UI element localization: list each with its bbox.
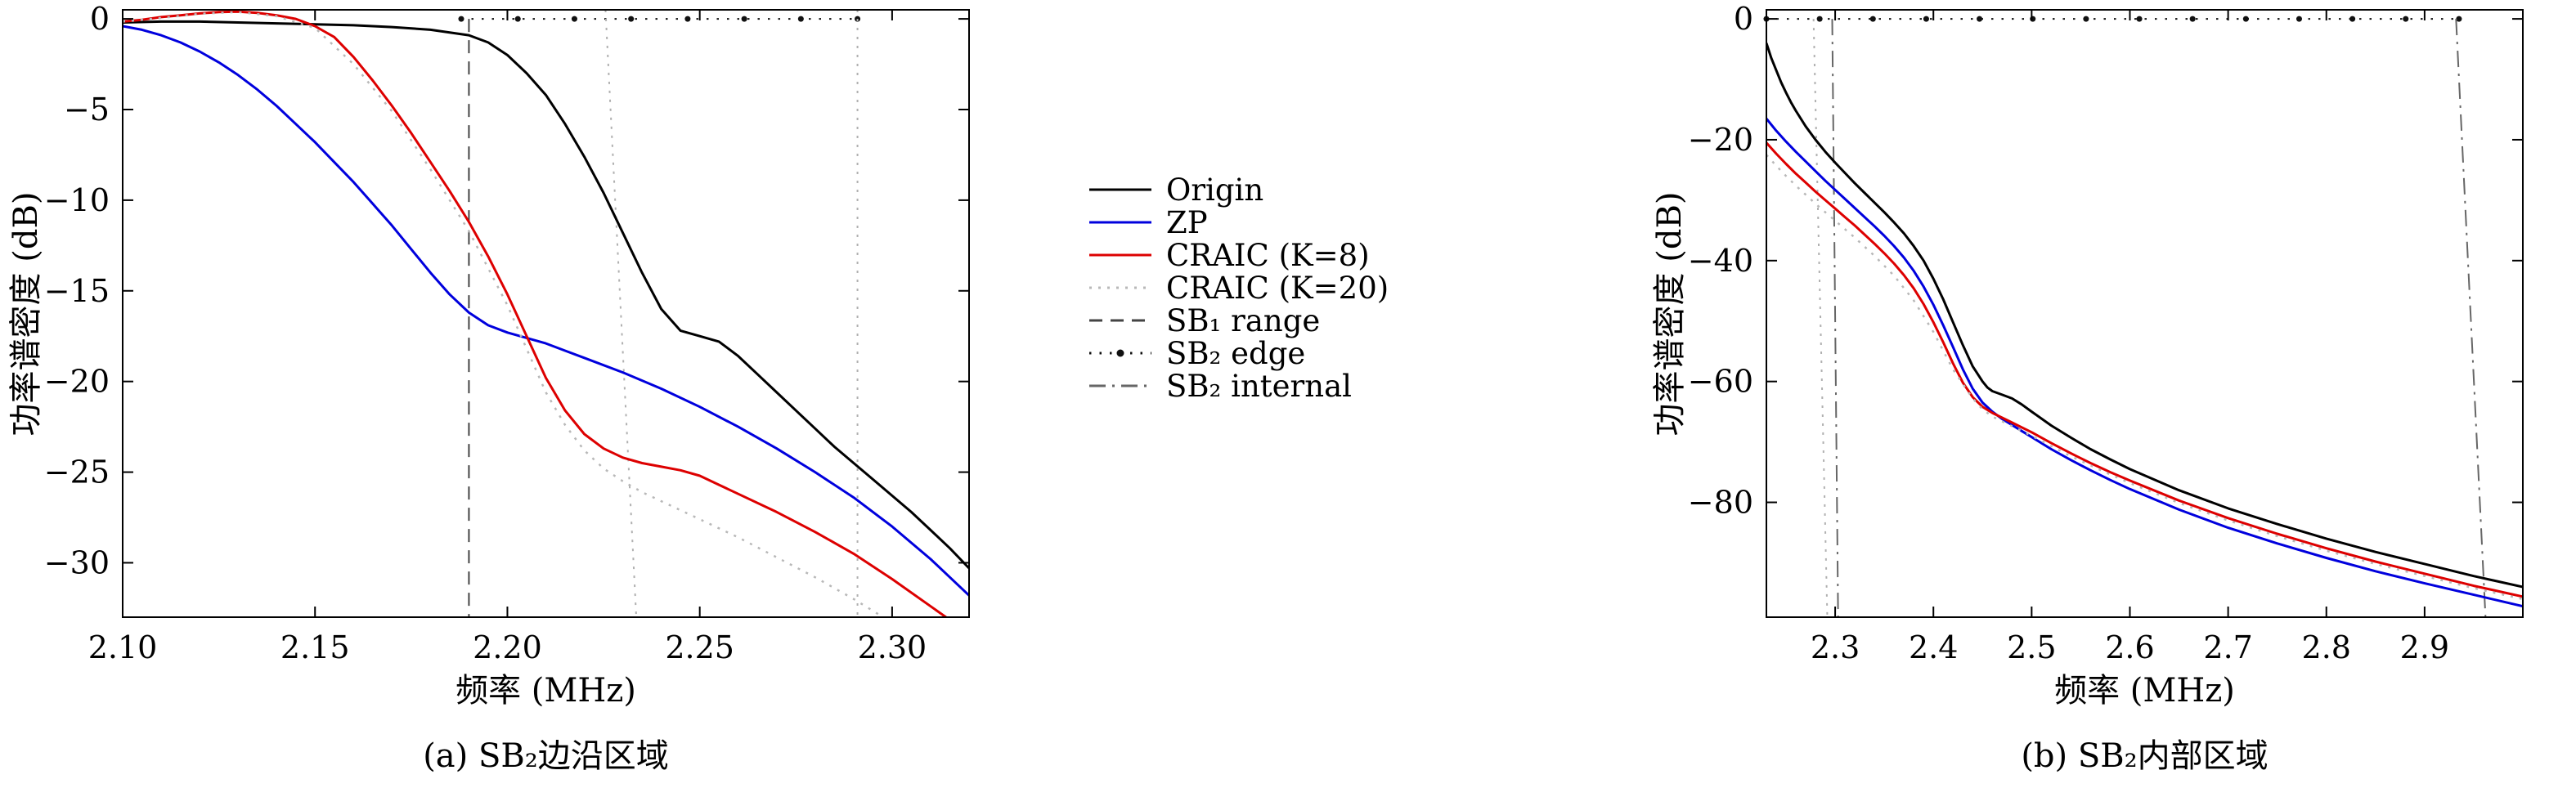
ref-line-marker [514,16,521,22]
ref-line [1831,19,1839,617]
legend-label: ZP [1166,204,1208,240]
legend-item-4: SB₁ range [1088,302,1611,338]
series-Origin [123,20,969,570]
ref-line-marker [2296,16,2302,22]
chart-a-canvas: 2.10 2.15 2.20 2.25 2.30 0 −5 −10 −15 −20 −25 −30 [44,1,970,664]
legend-line-sample [1089,384,1151,387]
x-tick-label: 2.15 [280,629,350,664]
x-axis-label-b: 频率 (MHz) [2054,672,2235,710]
legend-item-3: CRAIC (K=20) [1088,270,1611,306]
legend-label: SB₂ internal [1166,368,1352,404]
series-CRAIC (K=8) [123,10,949,617]
ref-line-marker [2030,16,2036,22]
legend-line-sample [1089,188,1151,191]
legend-item-6: SB₂ internal [1088,368,1611,404]
subplot-a: 2.10 2.15 2.20 2.25 2.30 0 −5 −10 −15 −20 −25 −30 功… [0,0,1030,806]
ref-line-marker [2349,16,2356,22]
legend-label: Origin [1166,172,1264,208]
chart-b-canvas: 2.3 2.4 2.5 2.6 2.7 2.8 2.9 0 −20 −40 −60 −80 [1688,1,2524,664]
y-tick-label: −10 [44,182,110,218]
x-tick-label: 2.10 [88,629,158,664]
y-tick-label: −30 [44,544,110,580]
plot-frame [1766,9,2524,618]
x-tick-label: 2.20 [473,629,542,664]
ref-line-marker [571,16,577,22]
ref-line-marker [2136,16,2143,22]
ref-line-marker [1816,16,1823,22]
legend-item-5: SB₂ edge [1088,335,1611,371]
legend-label: CRAIC (K=8) [1166,237,1370,273]
ref-line-marker [1977,16,1983,22]
series-CRAIC (K=8) [1766,141,2523,598]
ref-line-marker [797,16,804,22]
caption-b: (b) SB₂内部区域 [2021,737,2269,775]
ref-line-marker [2242,16,2249,22]
y-tick-label: −25 [44,454,110,490]
legend-label: SB₁ range [1166,302,1321,338]
ref-line-marker [458,16,464,22]
legend-line-sample [1089,253,1151,257]
legend-line-sample [1089,349,1151,357]
x-tick-label: 2.8 [2302,629,2351,664]
x-tick-label: 2.3 [1811,629,1860,664]
legend-item-1: ZP [1088,204,1611,240]
ref-line-marker [2456,16,2462,22]
y-tick-label: 0 [1734,1,1753,37]
ref-line [1812,19,1829,617]
legend-label: SB₂ edge [1166,335,1306,371]
y-tick-label: −20 [1688,122,1753,158]
ref-line-marker [1869,16,1876,22]
legend: Origin ZP CRAIC (K=8) CRAIC (K=20) SB₁ range… [1088,172,1611,404]
series-CRAIC (K=20) [123,11,886,617]
legend-item-2: CRAIC (K=8) [1088,237,1611,273]
subplot-b: 2.3 2.4 2.5 2.6 2.7 2.8 2.9 0 −20 −40 −60 −80 功率谱密度… [1644,0,2576,806]
x-tick-label: 2.9 [2400,629,2449,664]
x-axis-label-a: 频率 (MHz) [456,672,636,710]
series-Origin [1766,43,2523,589]
series-ZP [1766,118,2523,608]
ref-line-marker [1923,16,1929,22]
legend-line-sample [1089,221,1151,224]
y-tick-label: −20 [44,364,110,400]
x-tick-label: 2.30 [858,629,927,664]
y-tick-label: −80 [1688,485,1753,521]
y-tick-label: −5 [64,92,110,128]
x-tick-label: 2.7 [2203,629,2252,664]
y-axis-label-a: 功率谱密度 (dB) [7,191,45,437]
ref-line-marker [2083,16,2089,22]
y-tick-label: −60 [1688,364,1753,400]
ref-line-marker [684,16,691,22]
caption-a: (a) SB₂边沿区域 [423,737,669,775]
ref-line [604,10,638,617]
legend-label: CRAIC (K=20) [1166,270,1389,306]
y-axis-label-b: 功率谱密度 (dB) [1651,191,1689,437]
y-tick-label: −15 [44,273,110,309]
ref-line-marker [2403,16,2409,22]
y-tick-label: 0 [90,1,110,37]
ref-line [2455,19,2487,617]
ref-line-marker [2189,16,2196,22]
series-CRAIC (K=20) [1766,154,2523,601]
ref-line-marker [628,16,635,22]
x-tick-label: 2.25 [665,629,734,664]
y-tick-label: −40 [1688,243,1753,279]
legend-item-0: Origin [1088,172,1611,208]
legend-line-sample [1089,319,1151,322]
x-tick-label: 2.4 [1909,629,1958,664]
ref-line-marker [741,16,747,22]
x-tick-label: 2.5 [2007,629,2056,664]
x-tick-label: 2.6 [2105,629,2154,664]
series-ZP [123,25,969,597]
legend-line-sample [1089,286,1151,289]
plot-frame [122,9,970,618]
